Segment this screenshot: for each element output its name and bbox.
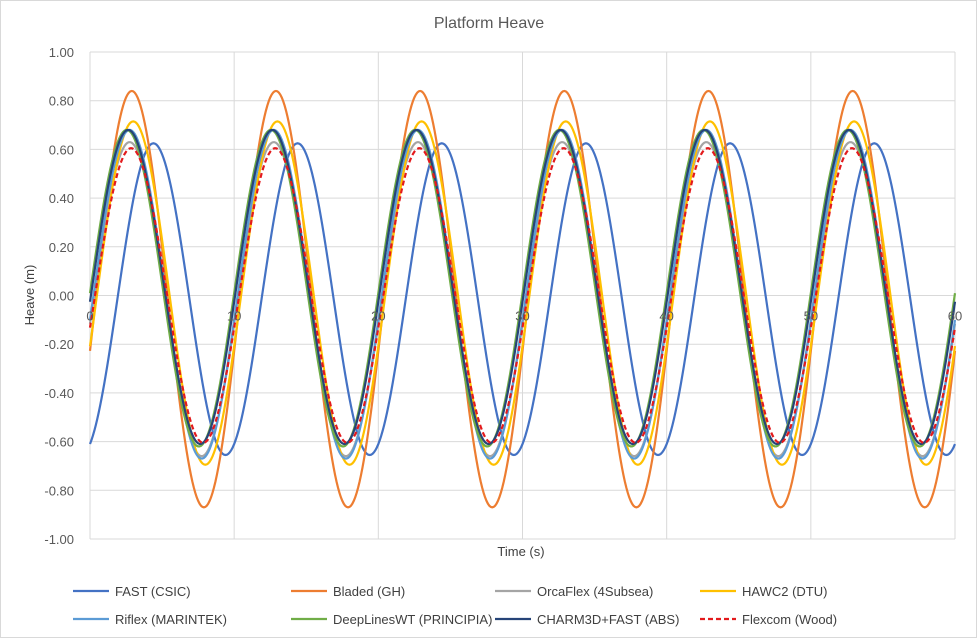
legend-item: Bladed (GH) [291, 584, 405, 599]
legend-item: DeepLinesWT (PRINCIPIA) [291, 612, 492, 627]
legend-item: FAST (CSIC) [73, 584, 191, 599]
x-tick-label: 60 [948, 309, 962, 324]
chart-title: Platform Heave [434, 15, 544, 32]
x-axis-title: Time (s) [497, 544, 544, 559]
y-tick-label: 1.00 [49, 45, 74, 60]
x-tick-label: 0 [86, 309, 93, 324]
legend-label: Bladed (GH) [333, 584, 405, 599]
x-tick-label: 50 [804, 309, 818, 324]
legend-label: Flexcom (Wood) [742, 612, 837, 627]
series-lines [88, 89, 957, 509]
y-tick-label: 0.40 [49, 191, 74, 206]
y-tick-label: -0.20 [44, 337, 74, 352]
legend-label: OrcaFlex (4Subsea) [537, 584, 653, 599]
legend-item: Riflex (MARINTEK) [73, 612, 227, 627]
x-tick-label: 30 [515, 309, 529, 324]
y-tick-label: 0.80 [49, 94, 74, 109]
y-tick-label: -0.40 [44, 386, 74, 401]
y-tick-label: 0.00 [49, 289, 74, 304]
legend-item: CHARM3D+FAST (ABS) [495, 612, 679, 627]
legend-item: Flexcom (Wood) [700, 612, 837, 627]
series-line [88, 128, 957, 460]
legend-item: HAWC2 (DTU) [700, 584, 827, 599]
legend-label: Riflex (MARINTEK) [115, 612, 227, 627]
series-line [88, 128, 957, 448]
series-line [88, 142, 957, 457]
legend: FAST (CSIC) Bladed (GH) OrcaFlex (4Subsea)… [73, 584, 837, 627]
x-tick-label: 10 [227, 309, 241, 324]
legend-label: HAWC2 (DTU) [742, 584, 827, 599]
legend-label: CHARM3D+FAST (ABS) [537, 612, 679, 627]
x-tick-label: 40 [659, 309, 673, 324]
legend-item: OrcaFlex (4Subsea) [495, 584, 653, 599]
y-axis-title: Heave (m) [22, 265, 37, 326]
y-tick-label: -1.00 [44, 532, 74, 547]
y-tick-label: 0.20 [49, 240, 74, 255]
legend-label: FAST (CSIC) [115, 584, 191, 599]
y-tick-label: 0.60 [49, 142, 74, 157]
series-line [88, 120, 957, 466]
tick-labels: 1.00 0.80 0.60 0.40 0.20 0.00 -0.20 -0.40 -0.60 -… [44, 45, 962, 547]
x-tick-label: 20 [371, 309, 385, 324]
y-tick-label: -0.60 [44, 435, 74, 450]
y-tick-label: -0.80 [44, 483, 74, 498]
legend-label: DeepLinesWT (PRINCIPIA) [333, 612, 492, 627]
series-line [88, 128, 957, 446]
